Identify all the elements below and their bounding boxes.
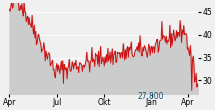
- Text: 27,800: 27,800: [137, 92, 164, 101]
- Text: 48,400: 48,400: [0, 109, 1, 110]
